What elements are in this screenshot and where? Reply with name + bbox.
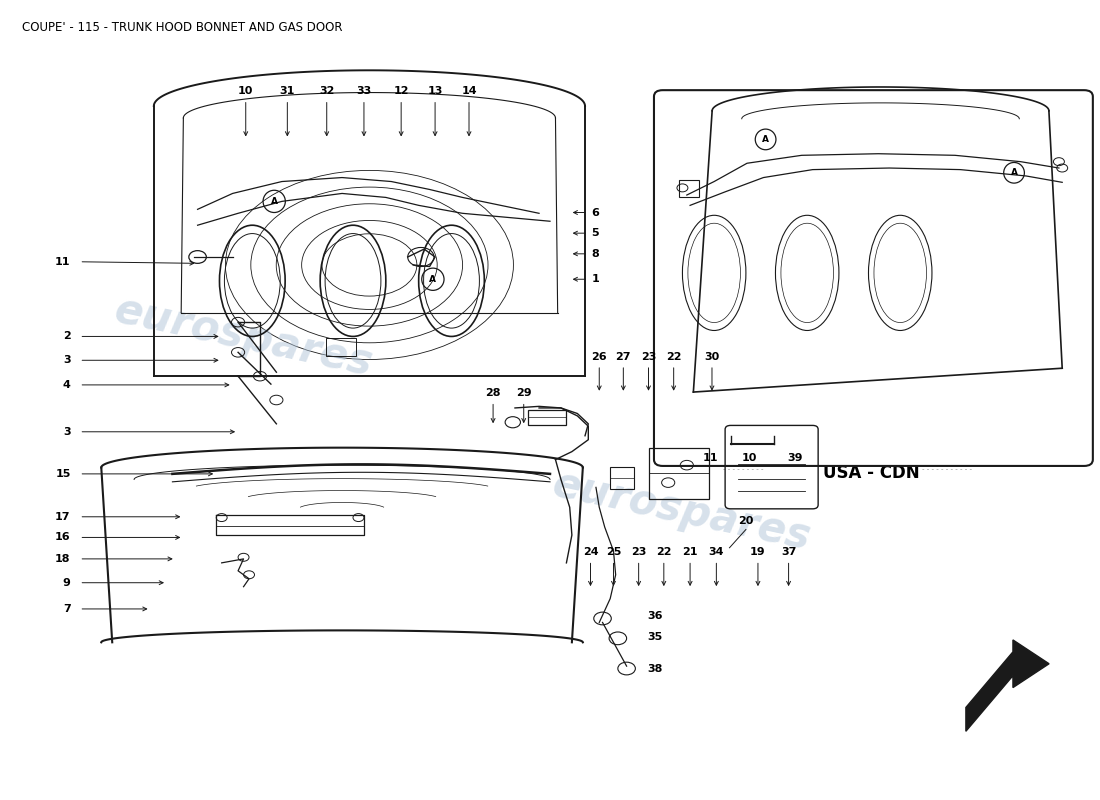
Text: 11: 11 [55, 257, 70, 266]
Text: 35: 35 [648, 631, 662, 642]
Text: eurospares: eurospares [110, 289, 376, 384]
Text: 21: 21 [682, 547, 697, 558]
Text: 20: 20 [738, 515, 754, 526]
Text: 10: 10 [741, 454, 757, 463]
Bar [679, 180, 699, 198]
Polygon shape [966, 640, 1049, 731]
Text: 11: 11 [703, 454, 718, 463]
Text: 19: 19 [750, 547, 766, 558]
Text: A: A [429, 274, 437, 284]
Text: 27: 27 [616, 352, 631, 362]
Text: 1: 1 [592, 274, 600, 284]
Bar [649, 448, 708, 499]
Text: 28: 28 [485, 389, 501, 398]
Text: 7: 7 [63, 604, 70, 614]
Text: 26: 26 [592, 352, 607, 362]
Text: A: A [762, 135, 769, 144]
Text: 9: 9 [63, 578, 70, 588]
Text: 36: 36 [647, 611, 663, 621]
Text: 33: 33 [356, 86, 372, 96]
Text: 30: 30 [704, 352, 719, 362]
Text: COUPE' - 115 - TRUNK HOOD BONNET AND GAS DOOR: COUPE' - 115 - TRUNK HOOD BONNET AND GAS… [22, 21, 343, 34]
Text: 3: 3 [63, 426, 70, 437]
Text: 8: 8 [592, 249, 600, 259]
Text: 23: 23 [641, 352, 657, 362]
Text: 16: 16 [55, 533, 70, 542]
Text: USA - CDN: USA - CDN [824, 464, 920, 482]
Text: 2: 2 [63, 331, 70, 342]
Text: 15: 15 [55, 469, 70, 479]
Text: 38: 38 [648, 664, 663, 674]
Text: 31: 31 [279, 86, 295, 96]
Text: - - - - - - - - -: - - - - - - - - - [723, 466, 763, 472]
Text: 23: 23 [631, 547, 647, 558]
Text: 6: 6 [592, 207, 600, 218]
Bar [528, 410, 566, 426]
Text: 14: 14 [461, 86, 476, 96]
Text: 22: 22 [656, 547, 672, 558]
Text: 25: 25 [606, 547, 621, 558]
Text: 24: 24 [583, 547, 598, 558]
Text: 22: 22 [666, 352, 681, 362]
Bar [326, 338, 356, 355]
Text: 34: 34 [708, 547, 724, 558]
Text: 5: 5 [592, 228, 600, 238]
Text: 18: 18 [55, 554, 70, 564]
Text: 32: 32 [319, 86, 334, 96]
Bar [610, 466, 635, 489]
Text: 12: 12 [394, 86, 409, 96]
Text: 13: 13 [428, 86, 443, 96]
Text: A: A [1011, 168, 1018, 178]
Text: 17: 17 [55, 512, 70, 522]
Text: 39: 39 [788, 454, 803, 463]
Text: eurospares: eurospares [548, 463, 814, 559]
Text: - - - - - - - - - - -: - - - - - - - - - - - [922, 466, 972, 472]
Text: 37: 37 [781, 547, 796, 558]
Text: A: A [271, 197, 277, 206]
Text: 10: 10 [238, 86, 253, 96]
Text: 3: 3 [63, 355, 70, 366]
Text: 29: 29 [516, 389, 531, 398]
Text: 4: 4 [63, 380, 70, 390]
